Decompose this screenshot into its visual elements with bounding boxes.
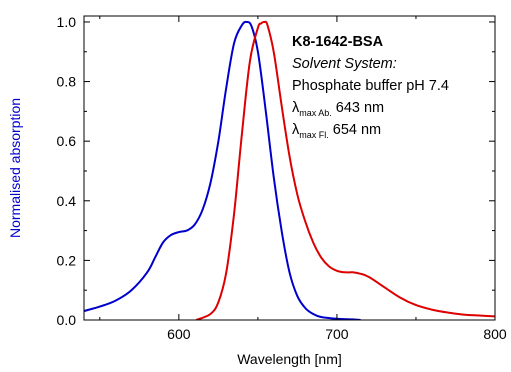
legend-annotation: K8-1642-BSA Solvent System: Phosphate bu… <box>292 34 449 140</box>
series-layer <box>84 20 495 320</box>
x-tick-label: 700 <box>325 326 349 342</box>
annotation-title: K8-1642-BSA <box>292 34 384 50</box>
lambda-symbol-abs: λ <box>292 100 300 116</box>
fl-subscript: max Fl. <box>299 130 329 140</box>
ticks-layer: 600 700 800 0.0 0.2 0.4 0.6 0.8 1.0 <box>57 14 507 342</box>
fl-value: 654 nm <box>333 122 381 138</box>
x-tick-label: 800 <box>483 326 507 342</box>
abs-subscript: max Ab. <box>299 108 332 118</box>
absorption-series-line <box>84 20 361 320</box>
abs-value: 643 nm <box>336 100 384 116</box>
plot-frame <box>83 15 496 321</box>
x-axis-label: Wavelength [nm] <box>237 351 342 367</box>
annotation-lambda-fl: λmax Fl. 654 nm <box>292 122 381 140</box>
y-axis-label: Normalised absorption <box>7 98 23 238</box>
annotation-lambda-abs: λmax Ab. 643 nm <box>292 100 384 118</box>
y-tick-label: 0.2 <box>57 252 77 268</box>
y-tick-label: 0.4 <box>57 193 77 209</box>
y-tick-label: 0.0 <box>57 312 77 328</box>
annotation-solvent-value: Phosphate buffer pH 7.4 <box>292 78 449 94</box>
lambda-symbol-fl: λ <box>292 122 300 138</box>
y-tick-label: 0.8 <box>57 74 77 90</box>
y-tick-label: 0.6 <box>57 133 77 149</box>
fluorescence-series-line <box>195 20 495 320</box>
x-tick-label: 600 <box>167 326 191 342</box>
annotation-solvent-label: Solvent System: <box>292 56 397 72</box>
y-tick-label: 1.0 <box>57 14 77 30</box>
